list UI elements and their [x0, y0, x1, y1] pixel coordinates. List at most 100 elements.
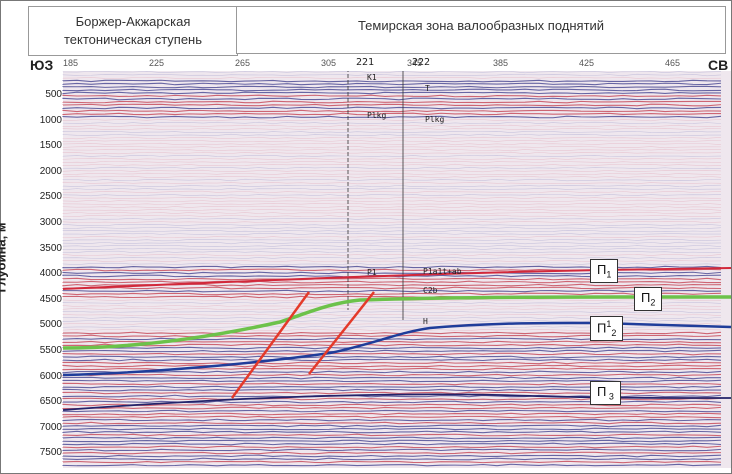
seismic-trace-line — [62, 313, 722, 317]
seismic-trace-line — [62, 289, 722, 293]
seismic-trace-line — [62, 196, 722, 200]
horizon-p12-line — [62, 321, 732, 377]
seismic-trace-line — [62, 304, 722, 308]
depth-tick: 5000 — [39, 319, 62, 331]
seismic-trace-line — [62, 448, 722, 452]
seismic-trace-line — [62, 379, 722, 383]
seismic-trace-line — [62, 223, 722, 227]
label-p1-a1t: P1a1t+ab — [423, 267, 462, 276]
seismic-trace-line — [62, 73, 722, 77]
seismic-trace-line — [62, 91, 722, 95]
label-c2b: C2b — [423, 286, 438, 295]
label-plkg-right: Plkg — [425, 115, 445, 124]
seismic-trace-line — [62, 76, 722, 79]
depth-tick: 2500 — [39, 191, 62, 203]
fault-line-2 — [308, 291, 375, 375]
seismic-trace-line — [62, 463, 722, 467]
seismic-trace-line — [62, 169, 722, 173]
label-plkg-left: Plkg — [367, 111, 387, 120]
seismic-trace-line — [62, 412, 722, 416]
seismic-trace-line — [62, 244, 722, 248]
seismic-trace-line — [62, 460, 722, 464]
seismic-trace-line — [62, 451, 722, 455]
seismic-trace-line — [62, 217, 722, 221]
seismic-trace-line — [62, 79, 722, 83]
depth-tick: 1500 — [39, 140, 62, 152]
depth-tick: 1000 — [39, 114, 62, 126]
seismic-trace-line — [62, 109, 722, 113]
seismic-trace-line — [62, 286, 722, 290]
seismic-trace-line — [62, 106, 722, 110]
seismic-trace-line — [62, 115, 722, 119]
seismic-trace-line — [62, 241, 722, 245]
depth-tick: 4500 — [39, 293, 62, 305]
seismic-trace-line — [62, 121, 722, 125]
seismic-trace-line — [62, 271, 722, 275]
seismic-trace-line — [62, 253, 722, 257]
horizon-tag-p1-2: П12 — [590, 316, 624, 341]
seismic-trace-line — [62, 220, 722, 224]
seismic-trace-line — [62, 349, 722, 353]
seismic-trace-line — [62, 103, 722, 107]
seismic-trace-line — [62, 373, 722, 377]
well-222-label: 222 — [412, 57, 431, 68]
seismic-trace-line — [62, 406, 722, 410]
seismic-trace-line — [62, 310, 722, 314]
seismic-trace-line — [62, 454, 722, 458]
horizon-tag-p2: П2 — [634, 287, 663, 311]
header-left-line1: Боржер-Акжарская — [75, 14, 191, 29]
seismic-trace-line — [62, 442, 722, 446]
seismic-trace-line — [62, 154, 722, 158]
trace-tick: 425 — [579, 58, 595, 68]
seismic-trace-line — [62, 280, 722, 284]
header-left-region: Боржер-Акжарская тектоническая ступень — [28, 6, 238, 56]
horizon-tag-p1: П1 — [590, 259, 619, 283]
seismic-trace-line — [62, 370, 722, 374]
seismic-trace-line — [62, 433, 722, 437]
seismic-trace-line — [62, 175, 722, 179]
seismic-trace-line — [62, 457, 722, 461]
trace-tick: 465 — [665, 58, 681, 68]
seismic-trace-line — [62, 82, 722, 86]
seismic-trace-line — [62, 277, 722, 281]
seismic-trace-line — [62, 439, 722, 443]
seismic-trace-line — [62, 163, 722, 167]
horizon-tag-p3: П 3 — [590, 381, 621, 405]
depth-tick: 500 — [45, 89, 62, 100]
seismic-trace-line — [62, 118, 722, 122]
depth-tick: 7500 — [39, 447, 62, 459]
seismic-trace-line — [62, 403, 722, 407]
horizon-p1-line — [62, 267, 732, 290]
seismic-trace-line — [62, 301, 722, 305]
seismic-trace-line — [62, 133, 722, 137]
seismic-trace-line — [62, 430, 722, 434]
seismic-trace-line — [62, 124, 722, 128]
label-p1-small: P1 — [367, 268, 377, 277]
trace-tick: 185 — [63, 58, 79, 68]
depth-tick: 6000 — [39, 370, 62, 382]
seismic-trace-line — [62, 205, 722, 209]
seismic-trace-line — [62, 445, 722, 449]
depth-tick: 5500 — [39, 345, 62, 356]
seismic-trace-line — [62, 229, 722, 233]
seismic-trace-line — [62, 181, 722, 185]
seismic-trace-line — [62, 149, 722, 152]
seismic-trace-line — [62, 139, 722, 143]
seismic-trace-line — [62, 415, 722, 419]
seismic-trace-line — [62, 151, 722, 155]
trace-tick: 305 — [321, 58, 337, 68]
seismic-trace-line — [62, 235, 722, 239]
seismic-trace-line — [62, 424, 722, 428]
trace-tick: 345 — [407, 58, 423, 68]
fault-line-1 — [230, 291, 311, 399]
seismic-trace-line — [62, 160, 722, 164]
seismic-trace-line — [62, 127, 722, 131]
well-221-label: 221 — [356, 57, 375, 68]
seismic-trace-line — [62, 208, 722, 211]
header-right-region: Темирская зона валообразных поднятий — [236, 6, 726, 54]
seismic-trace-line — [62, 292, 722, 296]
seismic-trace-line — [62, 85, 722, 89]
seismic-trace-line — [62, 265, 722, 269]
seismic-trace-line — [62, 364, 722, 368]
